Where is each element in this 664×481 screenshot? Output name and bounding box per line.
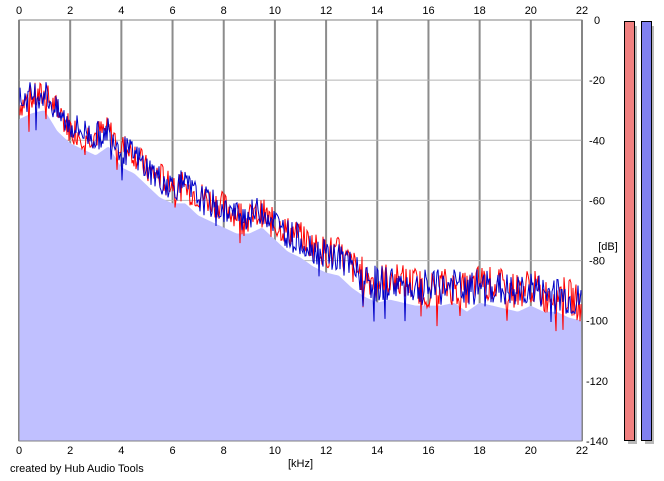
x-tick-label-bottom: 10 — [269, 445, 281, 457]
x-tick-label-top: 18 — [474, 5, 486, 17]
x-tick-label-bottom: 8 — [221, 445, 227, 457]
x-tick-label-bottom: 16 — [422, 445, 434, 457]
x-tick-label-bottom: 12 — [320, 445, 332, 457]
x-tick-label-top: 12 — [320, 5, 332, 17]
axis-tick-labels: 002244668810101212141416161818202022220-… — [16, 5, 608, 457]
x-tick-label-top: 4 — [118, 5, 124, 17]
y-tick-label: -80 — [589, 256, 605, 268]
credit-text: created by Hub Audio Tools — [10, 463, 144, 475]
x-tick-label-bottom: 2 — [67, 445, 73, 457]
right-channel-series-line — [18, 82, 583, 323]
x-tick-label-top: 8 — [221, 5, 227, 17]
x-axis-label: [kHz] — [288, 458, 313, 470]
x-tick-label-top: 6 — [169, 5, 175, 17]
x-tick-label-top: 22 — [576, 5, 588, 17]
x-tick-label-bottom: 20 — [525, 445, 537, 457]
x-tick-label-top: 2 — [67, 5, 73, 17]
x-tick-label-bottom: 0 — [16, 445, 22, 457]
x-tick-label-bottom: 18 — [474, 445, 486, 457]
y-tick-label: -60 — [589, 195, 605, 207]
x-tick-label-top: 16 — [422, 5, 434, 17]
y-axis-label: [dB] — [598, 241, 618, 253]
x-tick-label-bottom: 14 — [371, 445, 383, 457]
x-tick-label-top: 0 — [16, 5, 22, 17]
y-tick-label: 0 — [594, 15, 600, 27]
x-tick-label-bottom: 6 — [169, 445, 175, 457]
y-tick-label: -100 — [586, 316, 608, 328]
x-tick-label-top: 10 — [269, 5, 281, 17]
y-tick-label: -120 — [586, 376, 608, 388]
x-tick-label-bottom: 22 — [576, 445, 588, 457]
spectrum-series-lines — [18, 82, 583, 332]
plot-frame — [18, 19, 583, 442]
right-channel-level-meter — [641, 21, 652, 441]
y-tick-label: -20 — [589, 75, 605, 87]
spectrum-fill-area — [19, 110, 582, 442]
left-channel-level-meter — [624, 21, 635, 441]
x-tick-label-bottom: 4 — [118, 445, 124, 457]
y-tick-label: -40 — [589, 135, 605, 147]
x-tick-label-top: 14 — [371, 5, 383, 17]
x-tick-label-top: 20 — [525, 5, 537, 17]
y-tick-label: -140 — [586, 436, 608, 448]
